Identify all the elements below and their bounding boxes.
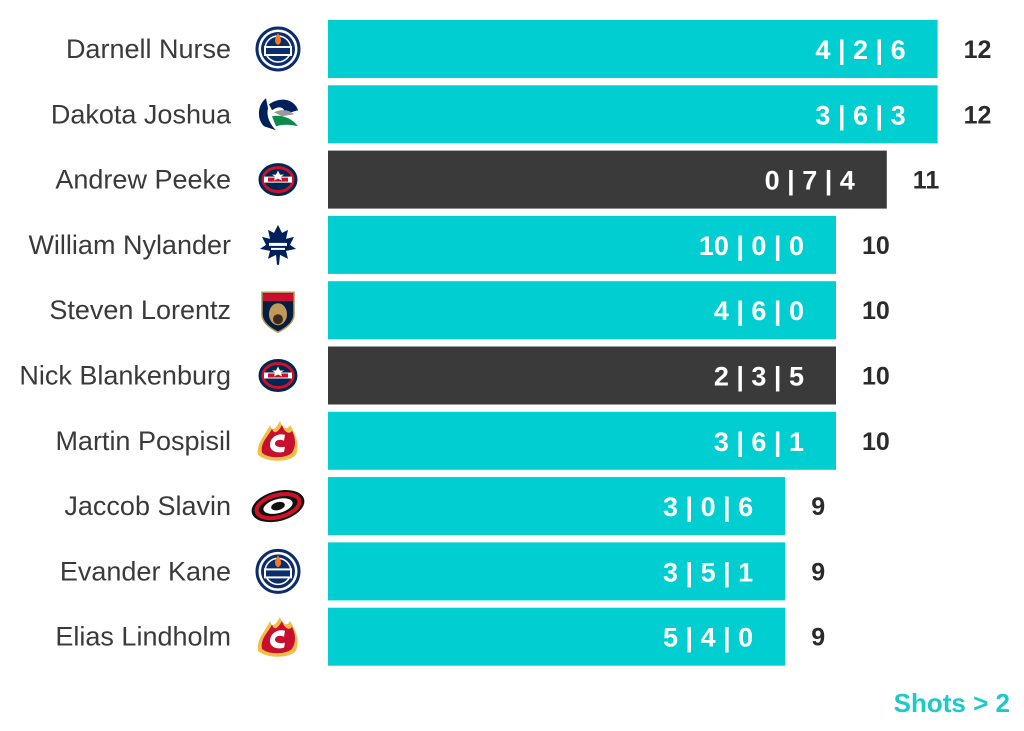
player-name-label: Jaccob Slavin [64, 491, 231, 521]
oilers-logo-icon [255, 26, 301, 72]
bar [328, 607, 786, 666]
bar-total-label: 12 [964, 101, 992, 129]
bar-total-label: 10 [862, 363, 890, 391]
bar-total-label: 10 [862, 428, 890, 456]
bar-row: Steven Lorentz 4 | 6 | 0 10 [49, 281, 890, 340]
bar-breakdown-label: 3 | 5 | 1 [663, 557, 753, 587]
bar [328, 542, 786, 601]
oilers-logo-icon [255, 548, 301, 594]
bar-row: William Nylander 10 | 0 | 0 10 [28, 215, 890, 274]
bar-breakdown-label: 2 | 3 | 5 [714, 362, 804, 392]
bar-total-label: 9 [811, 624, 825, 652]
player-name-label: Darnell Nurse [66, 34, 231, 64]
bar-total-label: 10 [862, 297, 890, 325]
bar-row: Dakota Joshua 3 | 6 | 3 12 [51, 85, 992, 144]
bar-row: Jaccob Slavin 3 | 0 | 6 9 [64, 477, 825, 536]
bar-total-label: 9 [811, 493, 825, 521]
bar [328, 411, 836, 470]
player-name-label: Nick Blankenburg [19, 361, 231, 391]
player-name-label: William Nylander [28, 230, 231, 260]
bar-row: Elias Lindholm 5 | 4 | 0 9 [55, 607, 825, 666]
bar [328, 20, 938, 78]
bar-row: Andrew Peeke 0 | 7 | 4 11 [55, 150, 940, 209]
bar-breakdown-label: 5 | 4 | 0 [663, 623, 753, 653]
flames-logo-icon [257, 420, 298, 461]
bar-row: Nick Blankenburg 2 | 3 | 5 10 [19, 346, 890, 405]
player-name-label: Elias Lindholm [55, 622, 231, 652]
bar-total-label: 10 [862, 232, 890, 260]
bar-breakdown-label: 4 | 2 | 6 [815, 35, 905, 65]
player-name-label: Martin Pospisil [55, 426, 231, 456]
bar [328, 346, 836, 405]
player-name-label: Steven Lorentz [49, 295, 231, 325]
bar [328, 85, 938, 144]
bar-breakdown-label: 3 | 6 | 3 [815, 100, 905, 130]
player-name-label: Evander Kane [60, 556, 231, 586]
player-name-label: Dakota Joshua [51, 99, 232, 129]
bar-breakdown-label: 4 | 6 | 0 [714, 296, 804, 326]
blue-jackets-logo-icon [257, 358, 299, 393]
panthers-logo-icon [261, 291, 295, 334]
chart-footnote: Shots > 2 [893, 688, 1010, 718]
blue-jackets-logo-icon [257, 162, 299, 198]
bar-breakdown-label: 3 | 0 | 6 [663, 492, 753, 522]
hurricanes-logo-icon [251, 490, 305, 523]
player-name-label: Andrew Peeke [55, 165, 231, 195]
bar-row: Martin Pospisil 3 | 6 | 1 10 [55, 411, 890, 470]
bar-total-label: 11 [913, 167, 940, 195]
maple-leafs-logo-icon [260, 224, 296, 265]
bar [328, 281, 836, 340]
bar [328, 215, 836, 274]
bar-row: Evander Kane 3 | 5 | 1 9 [60, 542, 825, 601]
bar-row: Darnell Nurse 4 | 2 | 6 12 [66, 20, 991, 78]
bar-breakdown-label: 0 | 7 | 4 [765, 166, 855, 196]
canucks-logo-icon [258, 98, 298, 131]
bar-breakdown-label: 3 | 6 | 1 [714, 427, 804, 457]
bar [328, 150, 887, 209]
bar-total-label: 12 [964, 36, 992, 64]
bar [328, 477, 786, 536]
bar-total-label: 9 [811, 558, 825, 586]
flames-logo-icon [257, 616, 298, 657]
bar-breakdown-label: 10 | 0 | 0 [699, 231, 804, 261]
